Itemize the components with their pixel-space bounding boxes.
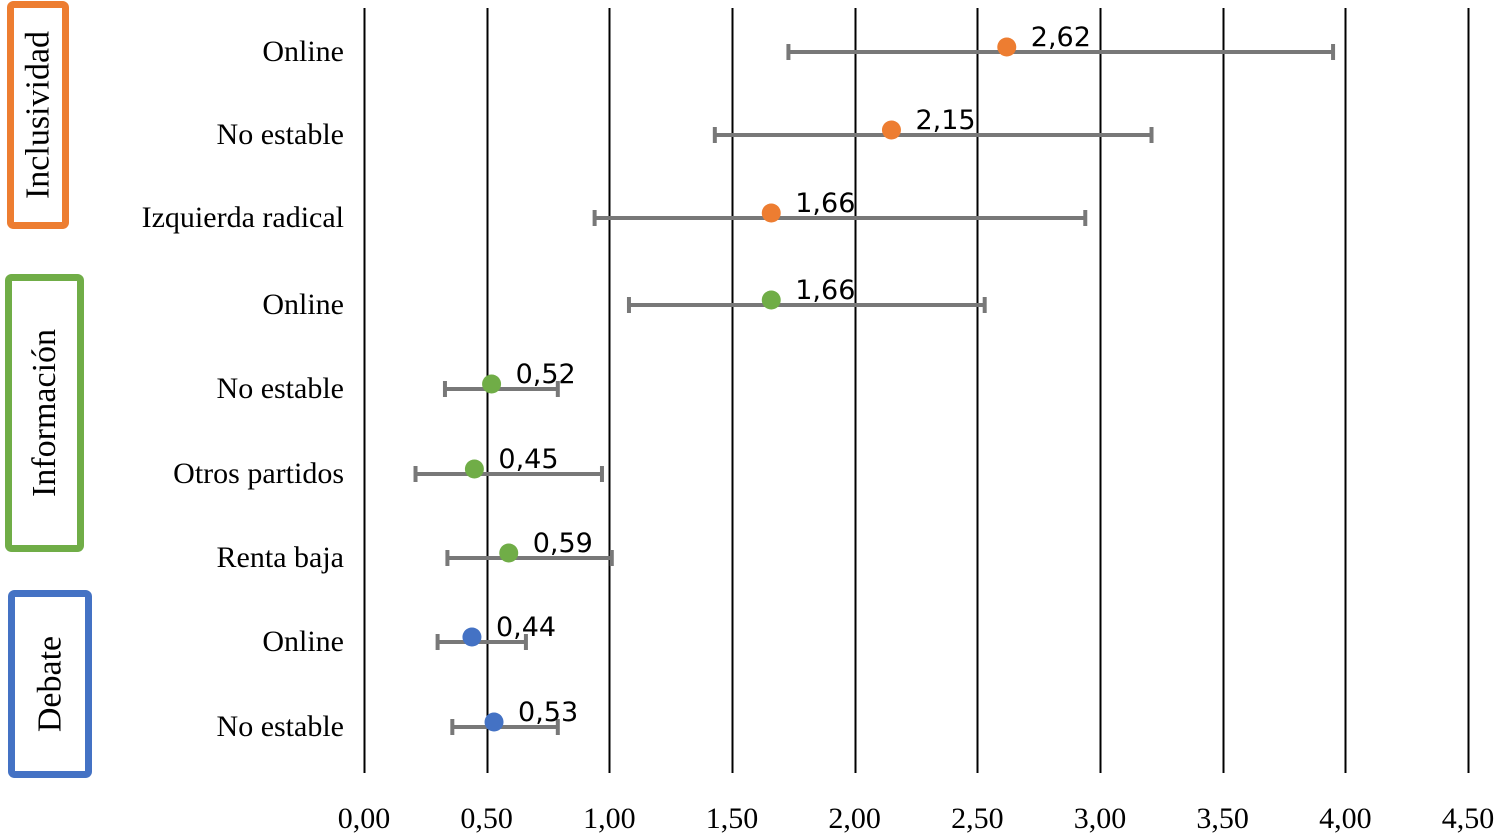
category-label: No estable — [217, 118, 344, 151]
error-bar — [786, 44, 1336, 60]
data-label: 0,59 — [533, 528, 593, 559]
category-label: Online — [262, 35, 344, 68]
category-label: No estable — [217, 710, 344, 743]
error-bars — [413, 44, 1336, 735]
x-tick-label: 4,00 — [1319, 802, 1372, 835]
x-tick-label: 3,50 — [1196, 802, 1249, 835]
data-point — [997, 37, 1017, 57]
data-point — [462, 627, 482, 647]
x-tick-label: 4,50 — [1442, 802, 1495, 835]
data-label: 1,66 — [795, 188, 855, 219]
data-label: 0,53 — [518, 697, 578, 728]
group-label: Debate — [32, 636, 69, 732]
error-bar — [413, 466, 604, 482]
x-axis-tick-labels: 0,00 0,50 1,00 1,50 2,00 2,50 3,00 3,50 4,00 4,50 — [338, 802, 1495, 835]
category-label: Renta baja — [217, 541, 344, 574]
error-bar — [442, 381, 560, 397]
data-point — [761, 203, 781, 223]
category-label: Online — [262, 625, 344, 658]
error-bar — [435, 634, 528, 650]
group-box-frame — [8, 590, 92, 778]
category-label: No estable — [217, 372, 344, 405]
x-tick-label: 0,00 — [338, 802, 391, 835]
category-label: Izquierda radical — [142, 201, 344, 234]
data-label: 0,44 — [496, 612, 556, 643]
data-point — [482, 374, 502, 394]
x-tick-label: 2,00 — [828, 802, 881, 835]
data-labels: 2,62 2,15 1,66 1,66 0,52 0,45 0,59 0,44 0,53 — [496, 22, 1091, 728]
error-bar — [712, 127, 1154, 143]
data-label: 0,52 — [516, 359, 576, 390]
data-point — [499, 543, 519, 563]
data-label: 2,62 — [1031, 22, 1091, 53]
data-points — [462, 37, 1017, 732]
group-box-frame — [7, 1, 69, 229]
group-label: Información — [26, 329, 63, 497]
error-bar — [592, 210, 1088, 226]
group-box-inclusividad: Inclusividad — [7, 1, 69, 229]
data-label: 0,45 — [498, 444, 558, 475]
group-box-debate: Debate — [8, 590, 92, 778]
data-point — [881, 120, 901, 140]
data-label: 1,66 — [795, 275, 855, 306]
x-tick-label: 2,50 — [951, 802, 1004, 835]
data-label: 2,15 — [915, 105, 975, 136]
group-box-frame — [5, 274, 84, 552]
group-boxes: Inclusividad Información Debate — [5, 1, 92, 778]
group-label: Inclusividad — [20, 31, 57, 199]
category-label: Online — [262, 288, 344, 321]
error-bar — [445, 550, 614, 566]
x-tick-label: 0,50 — [460, 802, 513, 835]
group-box-informacin: Información — [5, 274, 84, 552]
x-tick-label: 3,00 — [1074, 802, 1127, 835]
data-point — [464, 459, 484, 479]
category-label: Otros partidos — [173, 457, 344, 490]
x-tick-label: 1,50 — [706, 802, 759, 835]
category-labels: Online No estable Izquierda radical Online N… — [142, 35, 344, 743]
data-point — [484, 712, 504, 732]
error-bar — [450, 719, 560, 735]
error-bar — [626, 297, 987, 313]
data-point — [761, 290, 781, 310]
x-tick-label: 1,00 — [583, 802, 636, 835]
